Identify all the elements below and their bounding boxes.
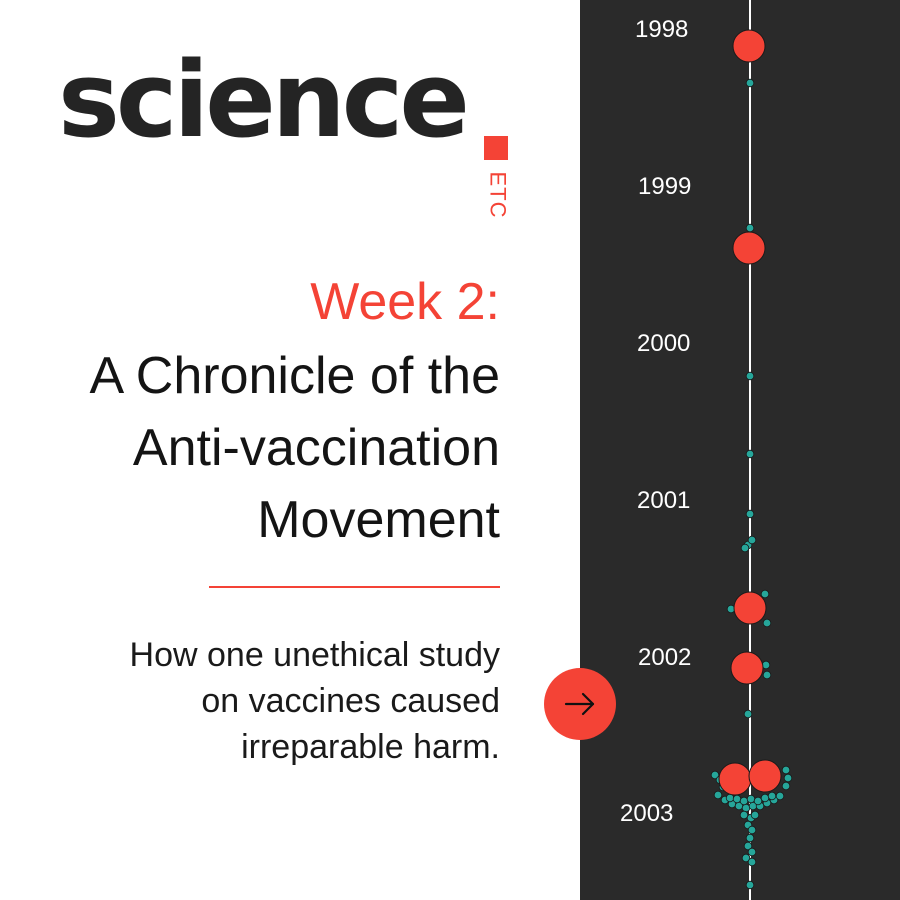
title-divider bbox=[209, 586, 500, 588]
timeline-small-dot bbox=[781, 765, 791, 775]
timeline-small-dot bbox=[762, 618, 772, 628]
year-label-2002: 2002 bbox=[638, 644, 692, 671]
timeline-small-dot bbox=[747, 857, 757, 867]
week-label: Week 2: bbox=[310, 273, 500, 331]
year-label-2000: 2000 bbox=[637, 330, 691, 357]
logo-square-icon bbox=[484, 136, 508, 160]
timeline-small-dot bbox=[745, 449, 755, 459]
timeline-event-marker bbox=[732, 231, 766, 265]
subtitle-line-1: How one unethical study bbox=[129, 636, 500, 674]
subtitle: How one unethical study on vaccines caus… bbox=[0, 632, 500, 770]
timeline-small-dot bbox=[747, 847, 757, 857]
timeline-graphic bbox=[710, 0, 793, 900]
timeline-panel: 1998 1999 2000 2001 2002 2003 bbox=[580, 0, 900, 900]
timeline-small-dot bbox=[745, 371, 755, 381]
timeline-small-dot bbox=[743, 841, 753, 851]
timeline-small-dot bbox=[760, 589, 770, 599]
timeline-small-dot bbox=[747, 535, 757, 545]
year-label-2001: 2001 bbox=[637, 487, 691, 514]
timeline-event-marker bbox=[733, 591, 767, 625]
next-slide-button[interactable] bbox=[544, 668, 616, 740]
timeline-small-dot bbox=[713, 790, 723, 800]
timeline-small-dot bbox=[747, 825, 757, 835]
timeline-small-dot bbox=[753, 796, 763, 806]
timeline-event-marker bbox=[732, 29, 766, 63]
timeline-small-dot bbox=[710, 770, 720, 780]
logo-etc-text: ETC bbox=[485, 171, 510, 219]
timeline-small-dot bbox=[725, 793, 735, 803]
subtitle-line-3: irreparable harm. bbox=[241, 728, 500, 766]
year-label-2003: 2003 bbox=[620, 800, 674, 827]
title-line-2: Anti-vaccination bbox=[132, 419, 500, 477]
timeline-small-dot bbox=[739, 810, 749, 820]
timeline-small-dot bbox=[745, 223, 755, 233]
timeline-small-dot bbox=[741, 853, 751, 863]
timeline-small-dot bbox=[739, 796, 749, 806]
timeline-event-marker bbox=[730, 651, 764, 685]
timeline-small-dot bbox=[732, 794, 742, 804]
timeline-small-dot bbox=[767, 791, 777, 801]
timeline-small-dot bbox=[745, 833, 755, 843]
timeline-small-dot bbox=[745, 78, 755, 88]
timeline-small-dot bbox=[783, 773, 793, 783]
timeline-small-dot bbox=[750, 810, 760, 820]
year-label-1998: 1998 bbox=[635, 16, 689, 43]
timeline-small-dot bbox=[745, 880, 755, 890]
timeline-small-dot bbox=[743, 709, 753, 719]
science-logo-wordmark: science bbox=[58, 39, 470, 161]
timeline-small-dot bbox=[760, 793, 770, 803]
timeline-event-marker bbox=[748, 759, 782, 793]
arrow-right-icon bbox=[564, 692, 595, 716]
logo-etc-label: ETC bbox=[482, 168, 512, 222]
subtitle-line-2: on vaccines caused bbox=[201, 682, 500, 720]
timeline-small-dot bbox=[745, 509, 755, 519]
page-title: A Chronicle of the Anti-vaccination Move… bbox=[0, 340, 500, 556]
timeline-small-dot bbox=[781, 781, 791, 791]
timeline-event-marker bbox=[718, 762, 752, 796]
timeline-small-dot bbox=[775, 791, 785, 801]
year-label-1999: 1999 bbox=[638, 173, 692, 200]
timeline-small-dot bbox=[746, 794, 756, 804]
timeline-small-dot bbox=[762, 670, 772, 680]
timeline-small-dot bbox=[740, 543, 750, 553]
title-line-1: A Chronicle of the bbox=[89, 347, 500, 405]
timeline-small-dot bbox=[741, 803, 751, 813]
title-line-3: Movement bbox=[257, 491, 500, 549]
